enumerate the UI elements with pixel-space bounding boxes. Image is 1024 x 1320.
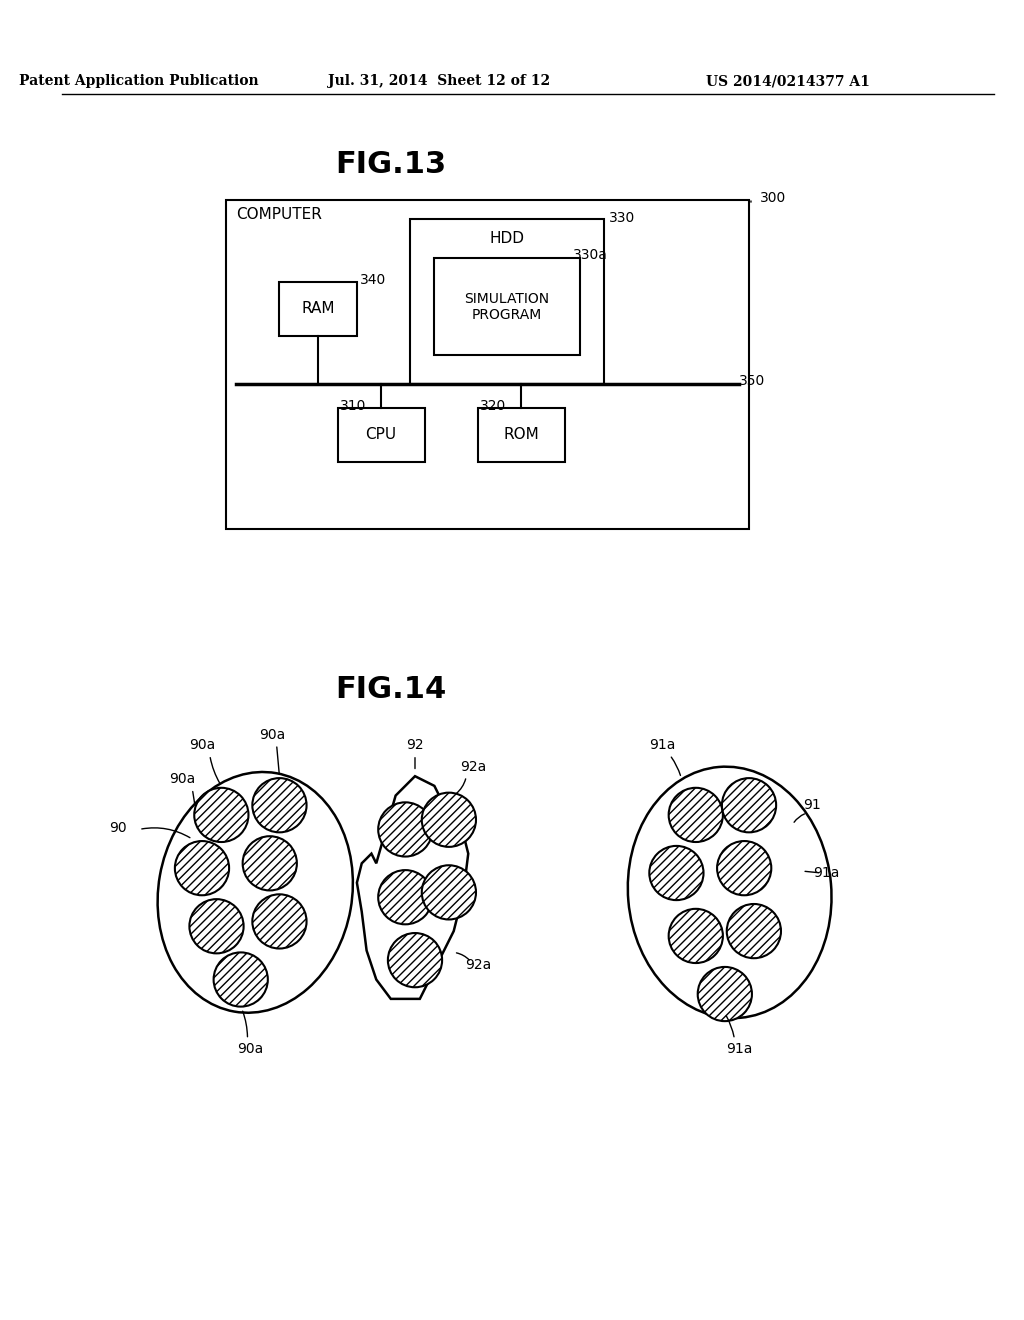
Text: US 2014/0214377 A1: US 2014/0214377 A1	[706, 74, 869, 88]
Circle shape	[195, 788, 249, 842]
Circle shape	[252, 895, 306, 949]
Text: 91: 91	[803, 799, 821, 812]
Text: 300: 300	[760, 191, 786, 205]
Circle shape	[252, 777, 306, 833]
Text: HDD: HDD	[489, 231, 524, 247]
Text: RAM: RAM	[301, 301, 335, 315]
Bar	[434, 259, 580, 355]
Text: 90a: 90a	[259, 727, 286, 742]
Text: 90: 90	[109, 821, 127, 834]
Bar	[478, 408, 565, 462]
Circle shape	[422, 866, 476, 920]
Circle shape	[175, 841, 229, 895]
Text: 340: 340	[359, 273, 386, 288]
Text: 92a: 92a	[465, 958, 492, 972]
Text: 90a: 90a	[188, 738, 215, 752]
Circle shape	[214, 953, 268, 1007]
Circle shape	[378, 870, 432, 924]
Text: 92: 92	[407, 738, 424, 752]
Bar	[280, 282, 357, 335]
Text: Patent Application Publication: Patent Application Publication	[19, 74, 259, 88]
Ellipse shape	[158, 772, 353, 1012]
Circle shape	[243, 836, 297, 891]
Circle shape	[717, 841, 771, 895]
Text: FIG.13: FIG.13	[335, 149, 446, 178]
Text: CPU: CPU	[366, 426, 396, 442]
Circle shape	[669, 909, 723, 964]
Circle shape	[649, 846, 703, 900]
Text: 350: 350	[739, 374, 766, 388]
Circle shape	[727, 904, 781, 958]
Text: 310: 310	[340, 400, 366, 413]
Circle shape	[388, 933, 442, 987]
Circle shape	[669, 788, 723, 842]
Circle shape	[722, 777, 776, 833]
Text: 330a: 330a	[572, 248, 607, 263]
Bar	[411, 219, 604, 384]
Text: 90a: 90a	[170, 772, 196, 787]
Bar	[338, 408, 425, 462]
Text: 91a: 91a	[813, 866, 840, 880]
Bar	[226, 201, 749, 529]
Circle shape	[697, 968, 752, 1022]
Text: 91a: 91a	[726, 1043, 753, 1056]
Text: FIG.14: FIG.14	[335, 675, 446, 704]
Text: 90a: 90a	[238, 1043, 263, 1056]
Text: 320: 320	[480, 400, 506, 413]
Text: SIMULATION
PROGRAM: SIMULATION PROGRAM	[465, 292, 550, 322]
Circle shape	[189, 899, 244, 953]
Text: 91a: 91a	[648, 738, 675, 752]
Circle shape	[378, 803, 432, 857]
Text: 92a: 92a	[460, 759, 486, 774]
Text: COMPUTER: COMPUTER	[236, 207, 322, 222]
Polygon shape	[357, 776, 468, 999]
Circle shape	[422, 792, 476, 847]
Ellipse shape	[628, 767, 831, 1018]
Text: 330: 330	[608, 210, 635, 224]
Text: ROM: ROM	[504, 426, 540, 442]
Text: Jul. 31, 2014  Sheet 12 of 12: Jul. 31, 2014 Sheet 12 of 12	[328, 74, 550, 88]
